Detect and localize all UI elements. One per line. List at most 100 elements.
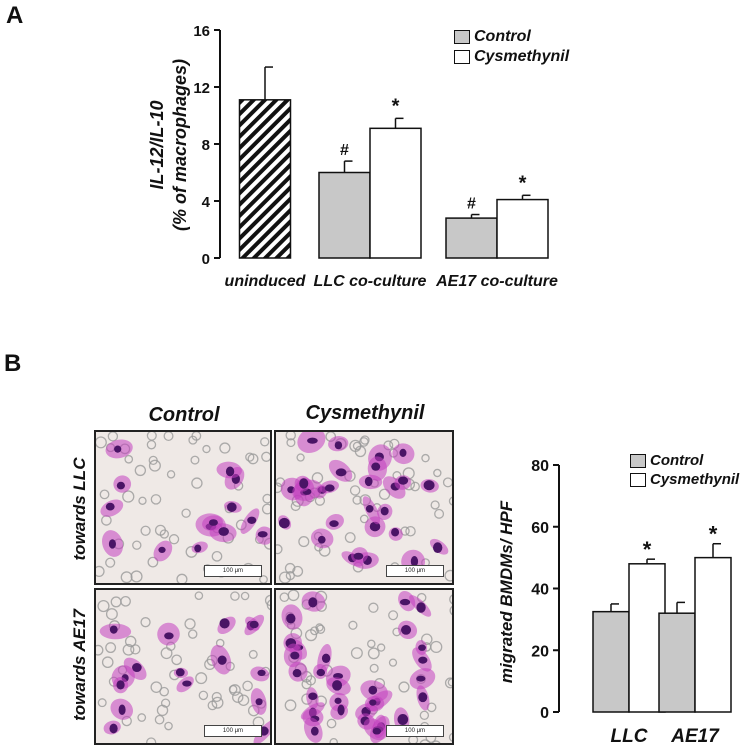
macrophage-nucleus — [335, 468, 347, 477]
membrane-pore — [431, 740, 441, 743]
membrane-pore — [285, 432, 296, 441]
membrane-pore — [211, 696, 224, 709]
membrane-pore — [264, 594, 270, 607]
membrane-pore — [202, 444, 211, 454]
membrane-pore — [448, 732, 452, 742]
membrane-pore — [261, 451, 270, 462]
macrophage-nucleus — [108, 539, 116, 549]
macrophage-nucleus — [332, 680, 343, 691]
membrane-pore — [262, 493, 270, 504]
macrophage-nucleus — [164, 632, 174, 640]
macrophage-nucleus — [227, 502, 237, 512]
macrophage-nucleus — [307, 437, 318, 444]
y-tick-label: 0 — [540, 705, 549, 722]
membrane-pore — [359, 437, 369, 447]
macrophage-nucleus — [334, 441, 343, 450]
membrane-pore — [326, 718, 337, 729]
membrane-pore — [150, 494, 162, 505]
legend-label: Control — [650, 452, 704, 469]
bar-control — [318, 171, 371, 259]
legend-item-control: Control — [454, 28, 569, 46]
micrograph-control-ae17: 100 μm — [94, 588, 272, 745]
membrane-pore — [188, 435, 198, 445]
membrane-pore — [434, 508, 445, 519]
membrane-pore — [140, 617, 151, 628]
macrophage-nucleus — [299, 478, 309, 489]
membrane-pore — [198, 690, 209, 701]
membrane-pore — [160, 698, 171, 708]
membrane-pore — [419, 710, 430, 720]
bar-control — [445, 217, 498, 259]
stained-cells — [96, 591, 270, 743]
membrane-pore — [130, 570, 143, 583]
macrophage-nucleus — [278, 517, 290, 529]
cysmethynil-swatch — [630, 472, 646, 487]
macrophage-nucleus — [225, 466, 235, 477]
membrane-pore — [99, 489, 110, 500]
macrophage-nucleus — [255, 698, 263, 706]
membrane-pore — [367, 647, 380, 660]
membrane-pore — [419, 739, 431, 743]
membrane-pore — [150, 681, 163, 693]
membrane-pore — [228, 684, 238, 694]
membrane-pore — [284, 699, 297, 712]
membrane-pore — [122, 490, 135, 503]
macrophage-nucleus — [418, 644, 426, 651]
macrophage-cytoplasm — [297, 432, 326, 453]
macrophage-nucleus — [369, 699, 377, 706]
membrane-pore — [245, 452, 255, 462]
macrophage-nucleus — [218, 527, 229, 536]
legend-a: Control Cysmethynil — [454, 28, 569, 66]
membrane-pore — [164, 721, 173, 731]
membrane-pore — [344, 532, 356, 543]
macrophage-nucleus — [316, 668, 326, 677]
control-swatch — [454, 30, 470, 44]
membrane-pore — [181, 508, 191, 518]
macrophage-nucleus — [116, 680, 125, 690]
macrophage-nucleus — [219, 618, 230, 629]
membrane-pore — [97, 698, 107, 708]
scale-bar: 100 μm — [204, 565, 262, 577]
legend-item-cysmethynil: Cysmethynil — [454, 48, 569, 66]
membrane-pore — [247, 453, 259, 465]
membrane-pore — [159, 686, 169, 697]
membrane-pore — [421, 633, 433, 646]
membrane-pore — [187, 629, 198, 639]
membrane-pore — [279, 592, 290, 603]
membrane-pore — [448, 496, 452, 506]
macrophage-nucleus — [433, 542, 443, 554]
membrane-pore — [444, 677, 452, 689]
macrophage-nucleus — [317, 535, 326, 544]
membrane-pore — [124, 635, 137, 648]
membrane-pore — [146, 432, 157, 441]
stained-cells — [276, 432, 452, 583]
membrane-pore — [230, 591, 240, 601]
membrane-pore — [261, 503, 270, 515]
macrophage-nucleus — [399, 598, 411, 606]
macrophage-nucleus — [418, 692, 428, 703]
macrophage-nucleus — [321, 653, 331, 664]
macrophage-nucleus — [423, 480, 435, 491]
significance-hash: # — [467, 196, 476, 213]
membrane-pore — [430, 640, 443, 654]
membrane-pore — [354, 445, 367, 458]
macrophage-nucleus — [249, 620, 259, 629]
membrane-pore — [242, 680, 253, 692]
membrane-pore — [190, 455, 200, 465]
membrane-pore — [367, 639, 376, 649]
membrane-pore — [388, 658, 398, 667]
bar-control — [592, 610, 630, 713]
macrophage-nucleus — [364, 476, 373, 487]
membrane-pore — [138, 496, 147, 505]
membrane-pore — [105, 608, 118, 621]
macrophage-nucleus — [334, 697, 342, 704]
macrophage-nucleus — [353, 552, 364, 560]
membrane-pore — [146, 439, 157, 450]
row-title-text: towards AE17 — [70, 609, 89, 721]
membrane-pore — [154, 714, 165, 725]
legend-label: Cysmethynil — [650, 471, 740, 488]
macrophage-nucleus — [247, 516, 257, 524]
micrograph-control-llc: 100 μm — [94, 430, 272, 585]
bar-uninduced — [238, 99, 292, 259]
macrophage-nucleus — [109, 723, 118, 734]
